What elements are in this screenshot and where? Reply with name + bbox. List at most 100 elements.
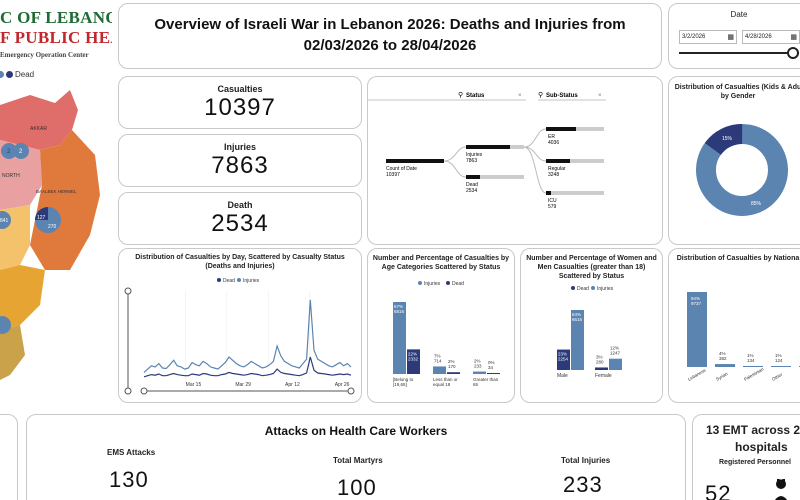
horizontal-zoom-handle-left[interactable] [140,387,148,395]
status-header: Status [466,93,485,99]
bar-pct-label: 22% [408,351,417,356]
x-tick-label: Mar 29 [235,382,251,388]
dead-tree-label: Dead [466,182,478,188]
injuries-label: Injuries [223,142,256,152]
nationality-bar[interactable] [743,365,763,367]
er-bar[interactable] [546,127,576,131]
calendar-icon[interactable]: ▦ [727,34,734,41]
nationality-value-label: 134 [747,358,755,363]
map-marker-mount[interactable] [0,211,11,229]
nationality-bar-chart[interactable]: 94%9737Lebanese4%382Syrian1%134Palestini… [669,267,800,402]
root-bar[interactable] [386,159,444,163]
gender-legend-injuries-label: Injuries [597,286,614,292]
connector-regular [523,146,547,162]
nationality-value-label: 382 [719,356,727,361]
calendar-icon[interactable]: ▦ [790,34,797,41]
nationality-bar[interactable] [687,292,707,367]
connector-icu [523,146,547,194]
map-marker-north-1[interactable] [1,143,17,159]
gender-donut-title-2: by Gender [720,93,756,100]
left-partial-card [0,414,18,500]
total-injuries-value: 233 [563,472,603,497]
injuries-tree-label: Injuries [466,152,483,158]
dead-tree-value: 2534 [466,188,477,194]
map-marker-south[interactable] [0,316,11,334]
casualties-label: Casualties [217,84,263,94]
connector-dead [443,160,467,178]
nationality-pct-label: 94% [691,296,700,301]
regular-bar[interactable] [546,159,570,163]
death-kpi-card: Death 2534 [118,192,362,245]
death-value: 2534 [211,210,269,237]
bar-dead[interactable] [595,367,608,370]
map-region-bekaa[interactable] [0,265,45,330]
bar-injuries[interactable] [393,302,406,374]
map-marker-label-3: 127 [37,215,46,221]
bar-dead[interactable] [447,372,460,374]
nationality-category-label: Palestinian [743,366,765,382]
brand-line-3: Emergency Operation Center [0,51,89,59]
x-tick-label: Apr 26 [335,382,350,388]
map-region-baalbek[interactable] [30,130,100,270]
bar-value-label: 714 [434,358,442,363]
bar-dead[interactable] [557,349,570,370]
decomposition-tree[interactable]: ⚲ Status × ⚲ Sub-Status × Count of Date … [368,77,663,245]
icu-label: ICU [548,198,557,204]
series-dead-line[interactable] [143,356,352,378]
date-slider-handle[interactable] [787,47,799,59]
bar-injuries[interactable] [571,310,584,370]
date-end-value: 4/28/2026 [745,34,772,40]
bar-pct-label: 2% [474,359,481,364]
bar-value-label: 1247 [610,351,621,356]
brand-header: C OF LEBANON F PUBLIC HEALTH Emergency O… [0,0,112,90]
vertical-zoom-handle-bottom[interactable] [124,387,132,395]
map-marker-label-5: 841 [0,218,9,224]
date-slider-track[interactable] [679,52,799,54]
date-end-input[interactable]: 4/28/2026 ▦ [742,30,800,44]
casualties-kpi-card: Casualties 10397 [118,76,362,129]
donut-large-label: 85% [751,201,762,207]
bar-injuries[interactable] [609,358,622,370]
gender-legend-injuries-dot [591,286,595,290]
icu-bar[interactable] [546,191,551,195]
root-label: Count of Date [386,166,417,172]
bar-dead[interactable] [407,349,420,374]
page-title-line-2: 02/03/2026 to 28/04/2026 [303,37,477,54]
nationality-chart-title: Distribution of Casualties by Nationa [676,255,800,262]
map-region-south[interactable] [0,325,25,380]
donut-small-label: 15% [722,136,733,142]
date-start-value: 3/2/2026 [682,34,706,40]
emt-title-2: hospitals [735,440,788,454]
horizontal-zoom-handle-right[interactable] [347,387,355,395]
dead-bar-bg [466,175,524,179]
bar-injuries[interactable] [433,366,446,374]
age-bar-chart[interactable]: Injuries Dead 67%6816 22%2332 [Belong to[1… [368,277,515,402]
series-injuries-line[interactable] [143,299,352,373]
brand-line-1: C OF LEBANON [0,8,112,27]
gender-bar-chart[interactable]: Dead Injuries 23%2254 64%6616 Male 3%280 12%… [521,282,663,403]
bar-value-label: 2332 [408,356,419,361]
injuries-bar[interactable] [466,145,510,149]
gender-donut-chart[interactable]: 15% 85% [669,102,800,242]
dead-bar[interactable] [466,175,480,179]
bar-injuries[interactable] [473,371,486,374]
substatus-close-icon[interactable]: × [598,93,602,99]
nationality-bar[interactable] [715,364,735,367]
status-close-icon[interactable]: × [518,93,522,99]
nationality-pct-label: 1% [775,353,782,358]
vertical-zoom-handle-top[interactable] [124,287,132,295]
gender-legend-dead-dot [571,286,575,290]
bar-dead[interactable] [487,373,500,374]
injuries-legend-dot [0,71,4,79]
nationality-bar[interactable] [771,366,791,367]
daily-line-chart[interactable]: Dead Injuries Mar 15 Mar 29 Apr 12 Apr 26 [119,271,362,401]
legend-injuries-label: Injuries [243,278,260,284]
medical-staff-icon [774,476,788,500]
er-value: 4036 [548,140,559,146]
map-region-akkar[interactable] [0,90,78,150]
map-marker-north-2[interactable] [13,143,29,159]
date-start-input[interactable]: 3/2/2026 ▦ [679,30,737,44]
bar-pct-label: 7% [434,353,441,358]
lebanon-map[interactable]: AKKAR NORTH BAALBEK HERMEL 2 2 127 270 8… [0,85,112,385]
bar-value-label: 170 [448,364,456,369]
